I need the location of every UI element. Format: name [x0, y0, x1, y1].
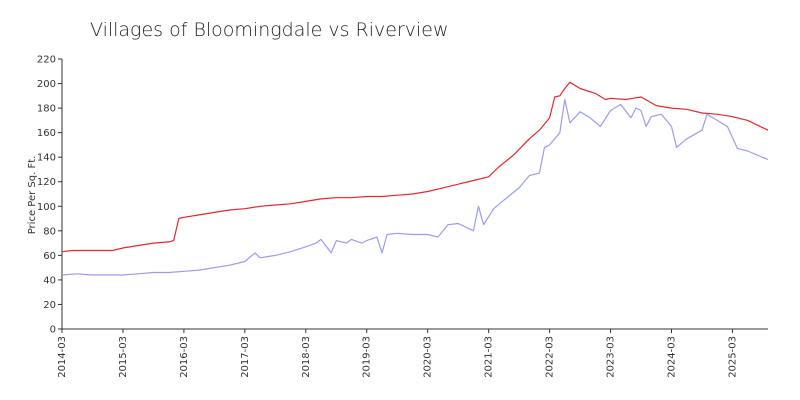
y-tick-label: 100: [37, 202, 56, 213]
y-tick-label: 80: [43, 226, 56, 237]
x-tick-label: 2017-03: [240, 336, 251, 378]
y-tick-label: 220: [37, 55, 56, 66]
x-tick-label: 2014-03: [57, 336, 68, 378]
y-tick-label: 120: [37, 177, 56, 188]
y-tick-label: 160: [37, 128, 56, 139]
x-tick-label: 2022-03: [545, 336, 556, 378]
y-ticks: 0 20 40 60 80 100 120 140 160 180 200 220: [37, 55, 62, 336]
y-tick-label: 40: [43, 275, 56, 286]
x-ticks: 2014-03 2015-03 2016-03 2017-03 2018-03 2019-…: [57, 329, 738, 378]
series-group: [61, 81, 769, 276]
y-tick-label: 20: [43, 300, 56, 311]
x-tick-label: 2015-03: [118, 336, 129, 378]
axes: [61, 59, 768, 330]
x-tick-label: 2018-03: [301, 336, 312, 378]
y-tick-label: 60: [43, 251, 56, 262]
series-line-2: [61, 98, 769, 276]
x-tick-label: 2023-03: [606, 336, 617, 378]
y-axis-label: Price Per Sq. Ft.: [27, 156, 38, 235]
x-tick-label: 2021-03: [484, 336, 495, 378]
series-line-1: [61, 81, 769, 253]
x-tick-label: 2016-03: [179, 336, 190, 378]
x-tick-label: 2024-03: [666, 336, 677, 378]
x-tick-label: 2019-03: [362, 336, 373, 378]
y-tick-label: 180: [37, 104, 56, 115]
y-tick-label: 200: [37, 79, 56, 90]
y-tick-label: 140: [37, 153, 56, 164]
y-tick-label: 0: [50, 325, 56, 336]
x-tick-label: 2020-03: [423, 336, 434, 378]
x-tick-label: 2025-03: [727, 336, 738, 378]
chart-title: Villages of Bloomingdale vs Riverview: [90, 19, 449, 41]
